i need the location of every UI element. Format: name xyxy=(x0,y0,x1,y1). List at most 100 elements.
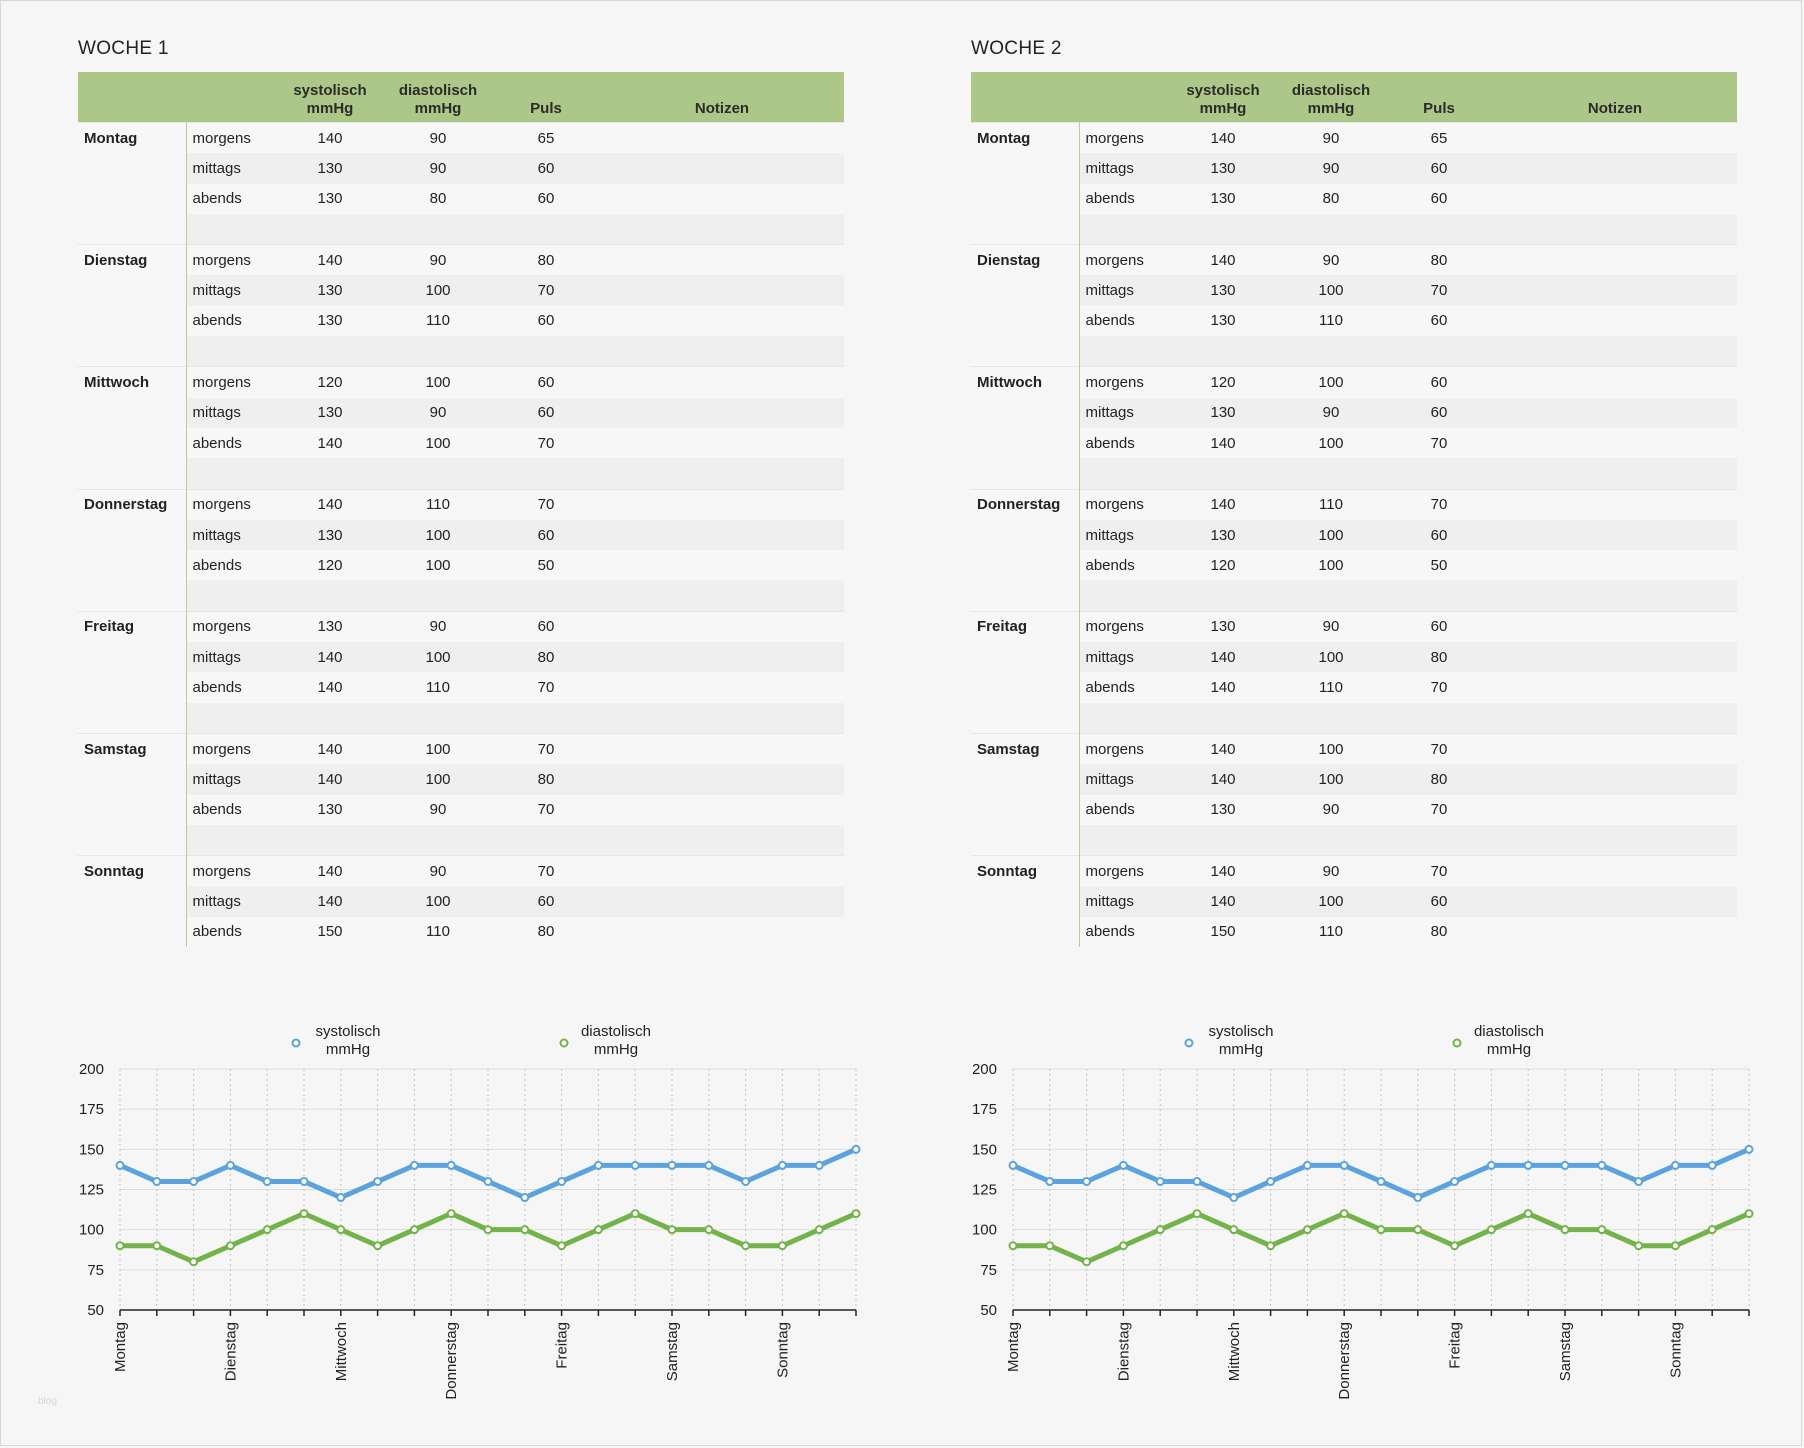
notes-cell[interactable] xyxy=(1493,244,1737,276)
notes-cell[interactable] xyxy=(1493,519,1737,551)
data-point xyxy=(704,1160,714,1170)
day-name: Freitag xyxy=(78,610,187,643)
notes-cell[interactable] xyxy=(600,427,844,459)
notes-cell[interactable] xyxy=(1493,397,1737,428)
diastolic-value: 90 xyxy=(384,855,492,887)
systolic-value: 130 xyxy=(276,794,384,825)
notes-cell[interactable] xyxy=(1493,550,1737,581)
day-name xyxy=(78,764,187,795)
pulse-value: 60 xyxy=(1385,610,1493,643)
data-point xyxy=(299,1176,309,1186)
notes-cell[interactable] xyxy=(1493,275,1737,306)
diastolic-value: 110 xyxy=(1277,916,1385,948)
notes-cell[interactable] xyxy=(600,550,844,581)
legend-label: diastolisch mmHg xyxy=(1474,1023,1544,1058)
spacer-cell xyxy=(1385,458,1493,490)
spacer-cell xyxy=(276,458,384,490)
notes-cell[interactable] xyxy=(1493,183,1737,214)
spacer-cell xyxy=(186,702,276,734)
pulse-value: 70 xyxy=(492,794,600,825)
notes-cell[interactable] xyxy=(600,366,844,398)
notes-cell[interactable] xyxy=(600,519,844,551)
notes-cell[interactable] xyxy=(600,794,844,825)
notes-cell[interactable] xyxy=(1493,855,1737,887)
data-point xyxy=(299,1209,309,1219)
notes-cell[interactable] xyxy=(600,642,844,673)
spacer-cell xyxy=(600,702,844,734)
notes-cell[interactable] xyxy=(1493,764,1737,795)
notes-cell[interactable] xyxy=(600,488,844,520)
data-point xyxy=(115,1241,125,1251)
systolic-value: 130 xyxy=(276,397,384,428)
table-row: abends 130 110 60 xyxy=(78,305,844,337)
notes-cell[interactable] xyxy=(1493,122,1737,154)
time-of-day: abends xyxy=(1079,916,1169,948)
notes-cell[interactable] xyxy=(600,153,844,184)
diastolic-value: 90 xyxy=(384,397,492,428)
diastolic-value: 90 xyxy=(1277,610,1385,643)
notes-cell[interactable] xyxy=(600,183,844,214)
data-point xyxy=(189,1176,199,1186)
notes-cell[interactable] xyxy=(1493,794,1737,825)
data-point xyxy=(336,1193,346,1203)
notes-cell[interactable] xyxy=(600,886,844,917)
data-point xyxy=(1450,1241,1460,1251)
spacer-cell xyxy=(1385,702,1493,734)
time-of-day: mittags xyxy=(186,275,276,306)
notes-cell[interactable] xyxy=(600,672,844,703)
systolic-value: 140 xyxy=(276,488,384,520)
spacer-cell xyxy=(1493,458,1737,490)
x-tick-label: Mittwoch xyxy=(1226,1322,1243,1381)
systolic-value: 140 xyxy=(276,122,384,154)
notes-cell[interactable] xyxy=(600,397,844,428)
notes-cell[interactable] xyxy=(600,244,844,276)
notes-cell[interactable] xyxy=(1493,305,1737,337)
notes-cell[interactable] xyxy=(1493,642,1737,673)
notes-cell[interactable] xyxy=(1493,732,1737,765)
day-name: Mittwoch xyxy=(971,366,1080,398)
table-row: mittags 130 90 60 xyxy=(78,397,844,428)
time-of-day: morgens xyxy=(1079,610,1169,643)
data-point xyxy=(851,1209,861,1219)
systolic-value: 130 xyxy=(276,519,384,551)
data-point xyxy=(446,1160,456,1170)
data-point xyxy=(741,1241,751,1251)
notes-cell[interactable] xyxy=(600,122,844,154)
notes-cell[interactable] xyxy=(600,305,844,337)
systolic-value: 140 xyxy=(1169,672,1277,703)
notes-cell[interactable] xyxy=(600,916,844,948)
notes-cell[interactable] xyxy=(600,855,844,887)
y-tick-label: 200 xyxy=(972,1061,997,1078)
day-name xyxy=(971,305,1080,337)
notes-cell[interactable] xyxy=(600,732,844,765)
y-tick-label: 175 xyxy=(79,1101,104,1118)
spacer-cell xyxy=(492,458,600,490)
notes-cell[interactable] xyxy=(1493,153,1737,184)
diastolic-value: 100 xyxy=(384,275,492,306)
day-name: Donnerstag xyxy=(971,488,1080,520)
notes-cell[interactable] xyxy=(1493,916,1737,948)
day-name xyxy=(78,275,187,306)
header-notes: Notizen xyxy=(600,72,844,123)
notes-cell[interactable] xyxy=(1493,488,1737,520)
notes-cell[interactable] xyxy=(600,764,844,795)
table-row: abends 120 100 50 xyxy=(78,550,844,581)
day-name: Freitag xyxy=(971,610,1080,643)
spacer-cell xyxy=(384,336,492,367)
legend-label: systolisch mmHg xyxy=(1208,1023,1273,1058)
notes-cell[interactable] xyxy=(600,275,844,306)
notes-cell[interactable] xyxy=(1493,366,1737,398)
diastolic-value: 90 xyxy=(384,153,492,184)
systolic-value: 140 xyxy=(1169,427,1277,459)
notes-cell[interactable] xyxy=(600,610,844,643)
notes-cell[interactable] xyxy=(1493,427,1737,459)
pulse-value: 70 xyxy=(492,427,600,459)
notes-cell[interactable] xyxy=(1493,610,1737,643)
day-name xyxy=(78,550,187,581)
diastolic-value: 100 xyxy=(1277,764,1385,795)
notes-cell[interactable] xyxy=(1493,672,1737,703)
data-point xyxy=(1008,1241,1018,1251)
pulse-value: 70 xyxy=(492,732,600,765)
table-row: Montag morgens 140 90 65 xyxy=(971,122,1737,154)
notes-cell[interactable] xyxy=(1493,886,1737,917)
